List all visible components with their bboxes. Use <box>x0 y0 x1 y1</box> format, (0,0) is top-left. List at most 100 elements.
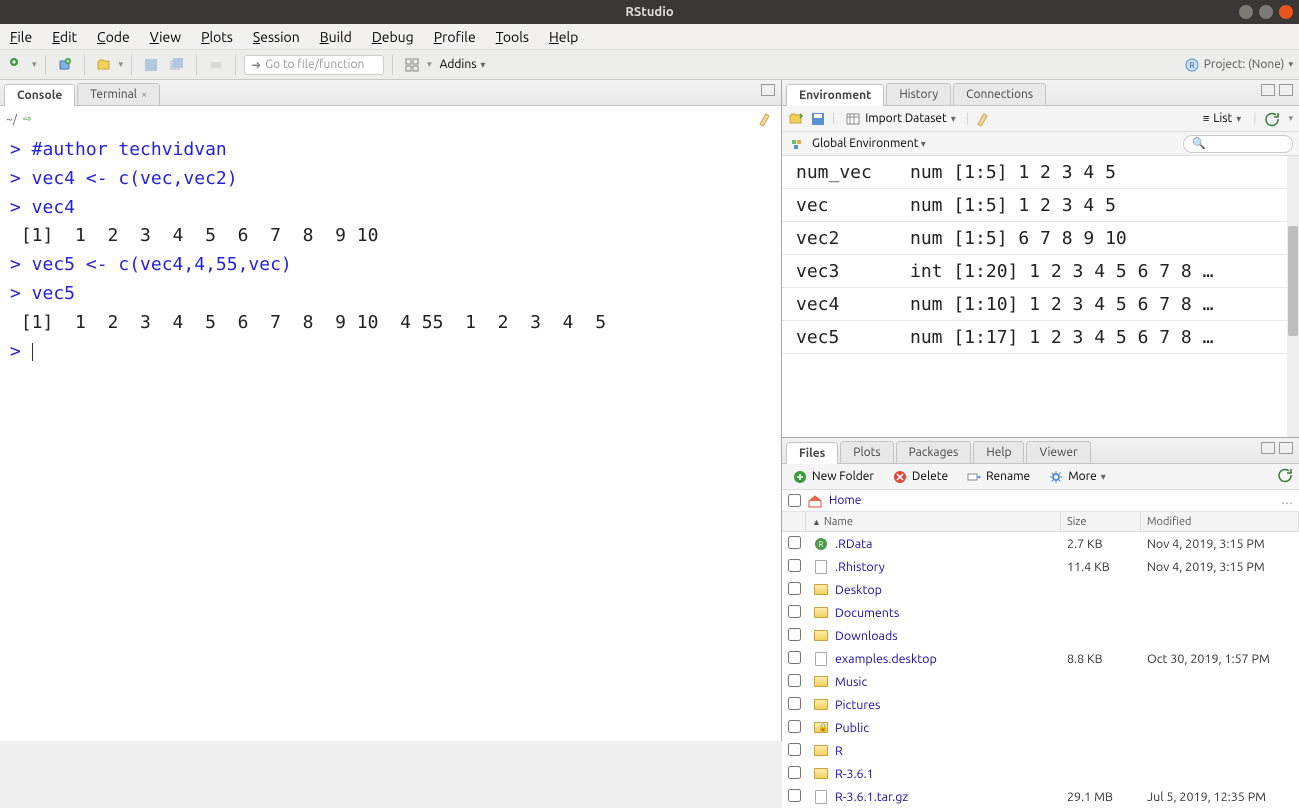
print-button[interactable] <box>205 54 227 76</box>
pane-collapse-button[interactable] <box>1261 84 1275 96</box>
file-row[interactable]: R.RData2.7 KBNov 4, 2019, 3:15 PM <box>782 532 1299 555</box>
menu-edit[interactable]: Edit <box>52 29 77 45</box>
file-checkbox[interactable] <box>788 605 801 618</box>
goto-file-input[interactable]: ➜ Go to file/function <box>244 55 384 75</box>
new-project-button[interactable] <box>54 54 76 76</box>
file-checkbox[interactable] <box>788 789 801 802</box>
file-checkbox[interactable] <box>788 651 801 664</box>
file-row[interactable]: Music <box>782 670 1299 693</box>
file-checkbox[interactable] <box>788 628 801 641</box>
file-row[interactable]: 🔒Public <box>782 716 1299 739</box>
select-all-checkbox[interactable] <box>788 494 801 507</box>
menu-tools[interactable]: Tools <box>496 29 529 45</box>
env-view-mode[interactable]: ≡ List <box>1199 112 1245 125</box>
close-button[interactable] <box>1279 5 1293 19</box>
file-checkbox[interactable] <box>788 697 801 710</box>
file-row[interactable]: Desktop <box>782 578 1299 601</box>
tab-connections[interactable]: Connections <box>953 83 1046 105</box>
env-variable-row[interactable]: vecnum [1:5] 1 2 3 4 5 <box>782 189 1299 222</box>
refresh-icon[interactable] <box>1277 467 1293 483</box>
file-row[interactable]: examples.desktop8.8 KBOct 30, 2019, 1:57… <box>782 647 1299 670</box>
tab-console[interactable]: Console <box>4 84 75 106</box>
pane-collapse-button[interactable] <box>1261 442 1275 454</box>
delete-button[interactable]: Delete <box>888 469 952 485</box>
env-search-input[interactable] <box>1183 135 1293 153</box>
breadcrumb-home[interactable]: Home <box>829 494 861 507</box>
chevron-right-icon[interactable]: ⇨ <box>23 113 31 125</box>
import-dataset-button[interactable]: Import Dataset <box>841 111 960 127</box>
save-button[interactable] <box>140 54 162 76</box>
env-variable-row[interactable]: vec2num [1:5] 6 7 8 9 10 <box>782 222 1299 255</box>
file-modified: Nov 4, 2019, 3:15 PM <box>1141 537 1299 551</box>
env-variable-row[interactable]: vec3int [1:20] 1 2 3 4 5 6 7 8 … <box>782 255 1299 288</box>
tab-history[interactable]: History <box>886 83 951 105</box>
tab-environment[interactable]: Environment <box>786 84 884 106</box>
menu-code[interactable]: Code <box>97 29 130 45</box>
tab-terminal[interactable]: Terminal× <box>77 83 160 105</box>
file-checkbox[interactable] <box>788 720 801 733</box>
save-workspace-icon[interactable] <box>810 111 826 127</box>
console-output[interactable]: > #author techvidvan> vec4 <- c(vec,vec2… <box>0 132 781 741</box>
minimize-button[interactable] <box>1239 5 1253 19</box>
refresh-icon[interactable] <box>1264 111 1280 127</box>
pane-minimize-button[interactable] <box>761 84 775 96</box>
file-row[interactable]: R <box>782 739 1299 762</box>
clear-console-icon[interactable] <box>757 111 773 127</box>
file-checkbox[interactable] <box>788 743 801 756</box>
tab-help[interactable]: Help <box>973 441 1024 463</box>
menu-debug[interactable]: Debug <box>372 29 414 45</box>
load-workspace-icon[interactable] <box>788 111 804 127</box>
save-all-button[interactable] <box>166 54 188 76</box>
project-selector[interactable]: R Project: (None) ▾ <box>1184 57 1293 73</box>
home-icon[interactable] <box>807 493 823 509</box>
env-variable-row[interactable]: num_vecnum [1:5] 1 2 3 4 5 <box>782 156 1299 189</box>
tab-files[interactable]: Files <box>786 442 838 464</box>
file-checkbox[interactable] <box>788 559 801 572</box>
console-line: > vec5 <- c(vec4,4,55,vec) <box>10 251 771 280</box>
more-path-button[interactable]: … <box>1281 494 1293 507</box>
maximize-button[interactable] <box>1259 5 1273 19</box>
open-file-button[interactable] <box>93 54 115 76</box>
file-checkbox[interactable] <box>788 582 801 595</box>
env-variable-row[interactable]: vec5num [1:17] 1 2 3 4 5 6 7 8 … <box>782 321 1299 354</box>
menu-help[interactable]: Help <box>549 29 578 45</box>
file-modified: Jul 5, 2019, 12:35 PM <box>1141 790 1299 804</box>
close-icon[interactable]: × <box>141 89 147 101</box>
new-file-button[interactable] <box>6 54 28 76</box>
menu-plots[interactable]: Plots <box>201 29 233 45</box>
dropdown-caret-icon[interactable]: ▾ <box>32 59 37 70</box>
file-row[interactable]: Documents <box>782 601 1299 624</box>
tab-viewer[interactable]: Viewer <box>1026 441 1090 463</box>
scrollbar[interactable] <box>1287 156 1299 437</box>
file-checkbox[interactable] <box>788 766 801 779</box>
file-row[interactable]: .Rhistory11.4 KBNov 4, 2019, 3:15 PM <box>782 555 1299 578</box>
dropdown-caret-icon[interactable]: ▾ <box>119 59 124 70</box>
file-icon <box>813 789 829 805</box>
file-row[interactable]: Downloads <box>782 624 1299 647</box>
grid-button[interactable] <box>401 54 423 76</box>
file-checkbox[interactable] <box>788 536 801 549</box>
tab-packages[interactable]: Packages <box>896 441 972 463</box>
folder-icon <box>813 605 829 621</box>
menu-file[interactable]: File <box>10 29 32 45</box>
file-row[interactable]: Pictures <box>782 693 1299 716</box>
console-line: > vec5 <box>10 280 771 309</box>
file-row[interactable]: R-3.6.1 <box>782 762 1299 785</box>
menu-build[interactable]: Build <box>320 29 352 45</box>
file-row[interactable]: R-3.6.1.tar.gz29.1 MBJul 5, 2019, 12:35 … <box>782 785 1299 808</box>
tab-plots[interactable]: Plots <box>840 441 893 463</box>
more-dropdown[interactable]: More <box>1044 469 1110 485</box>
clear-workspace-icon[interactable] <box>975 111 991 127</box>
file-checkbox[interactable] <box>788 674 801 687</box>
menu-profile[interactable]: Profile <box>434 29 476 45</box>
rename-button[interactable]: Rename <box>962 469 1034 485</box>
menu-view[interactable]: View <box>150 29 181 45</box>
pane-maximize-button[interactable] <box>1279 84 1293 96</box>
new-folder-button[interactable]: New Folder <box>788 469 878 485</box>
pane-maximize-button[interactable] <box>1279 442 1293 454</box>
dropdown-caret-icon[interactable]: ▾ <box>427 59 432 70</box>
env-scope-selector[interactable]: Global Environment <box>812 137 926 150</box>
addins-dropdown[interactable]: Addins <box>436 58 490 71</box>
menu-session[interactable]: Session <box>253 29 300 45</box>
env-variable-row[interactable]: vec4num [1:10] 1 2 3 4 5 6 7 8 … <box>782 288 1299 321</box>
